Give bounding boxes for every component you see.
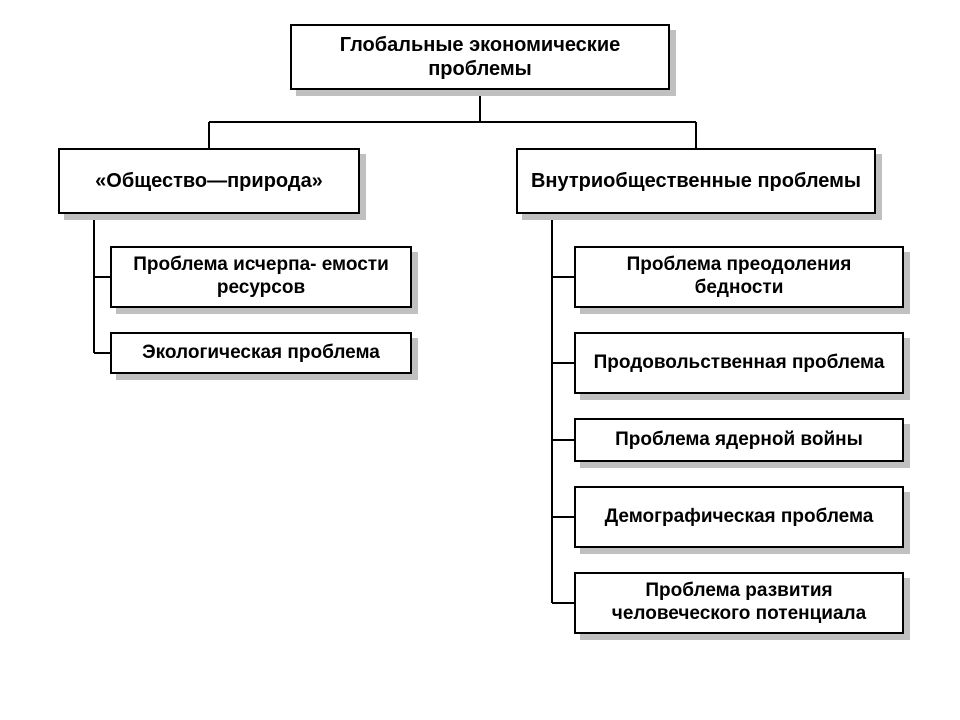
- branch0-item1-label: Экологическая проблема: [142, 342, 380, 365]
- branch1-item2-label: Проблема ядерной войны: [615, 429, 863, 452]
- branch1-category-label: Внутриобщественные проблемы: [531, 169, 861, 193]
- branch0-item1-node: Экологическая проблема: [110, 332, 412, 374]
- branch1-item2-node: Проблема ядерной войны: [574, 418, 904, 462]
- branch1-item3-node: Демографическая проблема: [574, 486, 904, 548]
- branch1-item4-label: Проблема развития человеческого потенциа…: [582, 580, 896, 626]
- branch0-item0-node: Проблема исчерпа- емости ресурсов: [110, 246, 412, 308]
- branch0-item0-label: Проблема исчерпа- емости ресурсов: [118, 254, 404, 300]
- branch1-item0-node: Проблема преодоления бедности: [574, 246, 904, 308]
- root-node: Глобальные экономические проблемы: [290, 24, 670, 90]
- branch1-item0-label: Проблема преодоления бедности: [582, 254, 896, 300]
- root-label: Глобальные экономические проблемы: [298, 33, 662, 81]
- branch0-category-node: «Общество—природа»: [58, 148, 360, 214]
- branch1-item3-label: Демографическая проблема: [605, 506, 874, 529]
- branch0-category-label: «Общество—природа»: [95, 169, 323, 193]
- branch1-item1-node: Продовольственная проблема: [574, 332, 904, 394]
- branch1-item4-node: Проблема развития человеческого потенциа…: [574, 572, 904, 634]
- branch1-category-node: Внутриобщественные проблемы: [516, 148, 876, 214]
- branch1-item1-label: Продовольственная проблема: [594, 352, 885, 375]
